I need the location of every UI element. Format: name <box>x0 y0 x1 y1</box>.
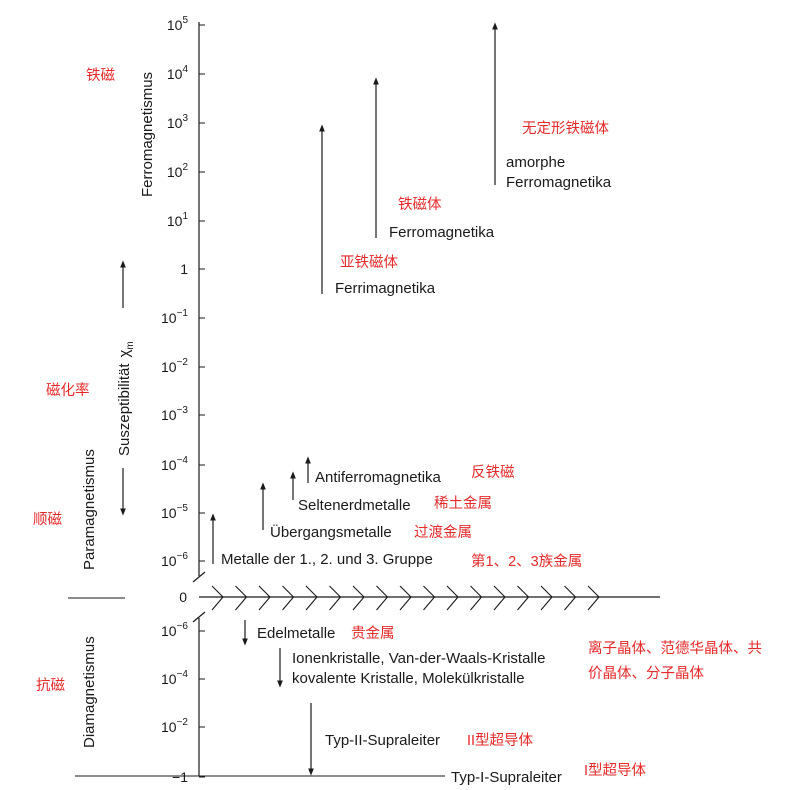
region-dia-zh: 抗磁 <box>36 677 65 694</box>
label-selten: Seltenerdmetalle <box>298 497 411 514</box>
tick-upper-9: 10−4 <box>161 455 188 473</box>
label-ionen-zh-1: 离子晶体、范德华晶体、共 <box>588 640 762 657</box>
label-ionen-1: Ionenkristalle, Van-der-Waals-Kristalle <box>292 650 545 667</box>
region-para-zh: 顺磁 <box>33 511 62 528</box>
axis-break-upper <box>192 571 206 583</box>
label-antiferro: Antiferromagnetika <box>315 469 442 486</box>
hatch-chevron <box>399 585 412 611</box>
hatch-chevron <box>540 585 553 611</box>
region-susceptibility-zh: 磁化率 <box>46 382 90 399</box>
hatch-chevron <box>258 585 271 611</box>
label-typ2-zh: II型超导体 <box>467 732 534 749</box>
region-para: Paramagnetismus <box>81 449 98 570</box>
hatch-chevron <box>423 585 436 611</box>
label-selten-zh: 稀土金属 <box>434 495 492 512</box>
label-edel-zh: 贵金属 <box>351 625 395 642</box>
axis-break-lower <box>192 611 206 623</box>
label-ferro-zh: 铁磁体 <box>398 196 442 213</box>
tick-lower-3: −1 <box>172 769 188 785</box>
label-ionen-2: kovalente Kristalle, Molekülkristalle <box>292 670 525 687</box>
label-ferri: Ferrimagnetika <box>335 280 436 297</box>
hatch-chevron <box>211 585 224 611</box>
label-typ1-zh: I型超导体 <box>584 762 647 779</box>
axis-title: Suszeptibilitätχm <box>116 341 136 456</box>
hatch-chevron <box>564 585 577 611</box>
label-ionen-zh-2: 价晶体、分子晶体 <box>588 665 704 682</box>
hatch-chevron <box>376 585 389 611</box>
tick-zero: 0 <box>179 589 187 605</box>
tick-lower-1: 10−4 <box>161 669 188 687</box>
label-edel: Edelmetalle <box>257 625 335 642</box>
label-ferri-zh: 亚铁磁体 <box>340 254 398 271</box>
label-gruppe-zh: 第1、2、3族金属 <box>471 552 582 570</box>
tick-upper-7: 10−2 <box>161 357 188 375</box>
tick-upper-10: 10−5 <box>161 503 188 521</box>
tick-upper-11: 10−6 <box>161 551 188 569</box>
tick-upper-4: 101 <box>167 211 189 229</box>
hatch-chevron <box>493 585 506 611</box>
hatch-chevron <box>305 585 318 611</box>
label-gruppe: Metalle der 1., 2. und 3. Gruppe <box>221 551 433 568</box>
hatch-chevron <box>235 585 248 611</box>
tick-upper-3: 102 <box>167 162 189 180</box>
tick-upper-1: 104 <box>167 64 189 82</box>
tick-upper-5: 1 <box>180 261 188 277</box>
hatch-chevron <box>446 585 459 611</box>
label-amorph-zh: 无定形铁磁体 <box>522 120 609 137</box>
label-amorph-2: Ferromagnetika <box>506 174 612 191</box>
region-ferro: Ferromagnetismus <box>139 72 156 197</box>
tick-lower-0: 10−6 <box>161 621 188 639</box>
hatch-chevron <box>352 585 365 611</box>
label-typ1: Typ-I-Supraleiter <box>451 769 562 786</box>
label-ferro: Ferromagnetika <box>389 224 495 241</box>
tick-upper-0: 105 <box>167 15 189 33</box>
hatch-chevron <box>470 585 483 611</box>
label-antiferro-zh: 反铁磁 <box>471 464 515 481</box>
tick-upper-2: 103 <box>167 113 189 131</box>
tick-upper-8: 10−3 <box>161 405 188 423</box>
label-amorph-1: amorphe <box>506 154 565 171</box>
hatch-chevron <box>587 585 600 611</box>
zero-hatch <box>211 585 600 611</box>
hatch-chevron <box>282 585 295 611</box>
tick-labels-upper: 105 104 103 102 101 1 10−1 10−2 10−3 10−4 10−5 10−6 <box>161 15 205 569</box>
label-uebergang: Übergangsmetalle <box>270 523 392 541</box>
hatch-chevron <box>329 585 342 611</box>
label-typ2: Typ-II-Supraleiter <box>325 732 440 749</box>
region-dia: Diamagnetismus <box>81 636 98 748</box>
region-ferro-zh: 铁磁 <box>86 67 115 84</box>
hatch-chevron <box>517 585 530 611</box>
label-uebergang-zh: 过渡金属 <box>414 524 472 541</box>
tick-upper-6: 10−1 <box>161 308 188 326</box>
tick-lower-2: 10−2 <box>161 717 188 735</box>
tick-labels-lower: 10−6 10−4 10−2 −1 <box>161 621 205 785</box>
